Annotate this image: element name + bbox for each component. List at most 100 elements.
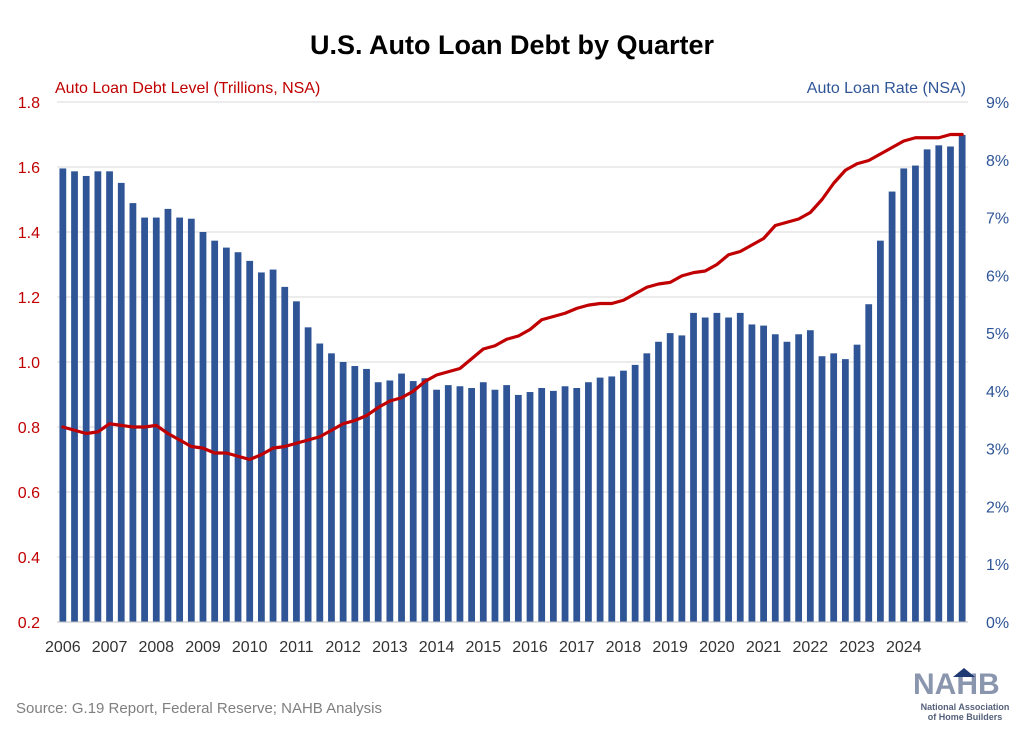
rate-bar [316,343,324,622]
rate-bar [865,304,873,622]
right-tick-label: 5% [986,326,1009,343]
x-tick-label: 2010 [232,639,268,656]
rate-bar [701,317,709,622]
rate-bar [503,385,511,622]
rate-bar [258,272,265,622]
left-tick-label: 0.6 [18,485,40,502]
rate-bar [129,203,137,623]
rate-bar [222,247,230,622]
rate-bar [585,382,592,622]
left-tick-label: 0.2 [18,615,40,632]
rate-bar [199,232,207,622]
rate-bar [748,324,756,622]
x-tick-label: 2020 [699,639,735,656]
x-tick-label: 2011 [279,639,314,656]
rate-bar [608,376,616,622]
rate-bar [456,386,464,622]
rate-bar [187,218,195,622]
rate-bar [71,171,78,622]
rate-bar [246,260,254,622]
rate-bar [923,149,931,622]
left-axis-label: Auto Loan Debt Level (Trillions, NSA) [55,80,321,97]
rate-bar [141,217,148,622]
rate-bar [643,353,651,622]
x-tick-label: 2021 [746,639,782,656]
rate-bar [339,362,347,622]
rate-bars [59,134,966,623]
chart-title: U.S. Auto Loan Debt by Quarter [309,30,715,60]
rate-bar [655,341,662,622]
rate-bar [795,334,803,622]
rate-bar [491,389,499,622]
rate-bar [549,390,557,622]
right-tick-label: 0% [986,615,1009,632]
x-tick-label: 2015 [466,639,502,656]
rate-bar [713,312,721,622]
debt-series-line [61,132,964,462]
rate-bar [421,378,429,622]
source-note: Source: G.19 Report, Federal Reserve; NA… [16,700,382,717]
rate-bar [234,252,242,622]
rate-bar [912,165,919,622]
debt-line [61,132,964,462]
x-tick-label: 2006 [45,639,81,656]
rate-bar [596,377,604,622]
rate-bar [117,182,125,622]
rate-bar [94,171,102,622]
x-tick-label: 2018 [606,639,642,656]
gridlines [57,101,968,558]
rate-bar [59,168,67,622]
rate-bar [82,175,90,622]
x-tick-label: 2008 [138,639,174,656]
axes: 0.2 0.4 0.6 0.8 1.0 1.2 1.4 1.6 1.8 0% 1% 2% 3% 4% 5% 6… [18,95,1009,656]
x-tick-label: 2013 [372,639,408,656]
rate-bar [444,385,452,622]
x-tick-label: 2014 [419,639,455,656]
rate-bar [888,191,896,622]
left-tick-label: 1.2 [18,290,40,307]
rate-bar [479,382,487,622]
x-tick-label: 2009 [185,639,221,656]
right-tick-label: 7% [986,211,1009,228]
right-tick-label: 1% [986,557,1009,574]
x-tick-label: 2024 [886,639,922,656]
rate-bar [771,334,779,622]
x-tick-label: 2016 [512,639,548,656]
nahb-logo: NAHB National Association of Home Builde… [905,668,1017,730]
rate-bar [409,381,417,622]
x-tick-label: 2022 [793,639,829,656]
right-axis-label: Auto Loan Rate (NSA) [806,80,966,97]
logo-subtext: National Association of Home Builders [920,702,1010,722]
rate-bar [164,208,172,622]
rate-bar [468,388,475,622]
left-tick-label: 0.8 [18,420,40,437]
right-tick-label: 8% [986,153,1009,170]
house-roof-icon [953,668,975,677]
rate-bar [935,145,943,622]
rate-bar [678,335,686,622]
rate-bar [211,240,219,623]
rate-bar [830,353,838,622]
left-tick-label: 1.4 [18,225,40,242]
rate-bar [818,356,826,622]
rate-bar [561,386,569,622]
rate-bar [760,325,767,622]
x-tick-label: 2007 [92,639,128,656]
rate-bar [841,359,849,622]
rate-bar [106,171,113,622]
x-tick-label: 2023 [839,639,875,656]
right-tick-label: 6% [986,268,1009,285]
rate-bar [152,217,160,622]
rate-bar [304,327,312,622]
rate-bar [631,364,639,622]
rate-bar [363,368,370,622]
rate-bar [736,312,744,622]
rate-bar [374,382,382,622]
rate-bar [806,330,814,622]
rate-bar [947,146,954,623]
rate-bar [538,388,546,622]
rate-bar [725,317,732,622]
rate-bar [433,389,440,622]
rate-bar [293,301,300,622]
